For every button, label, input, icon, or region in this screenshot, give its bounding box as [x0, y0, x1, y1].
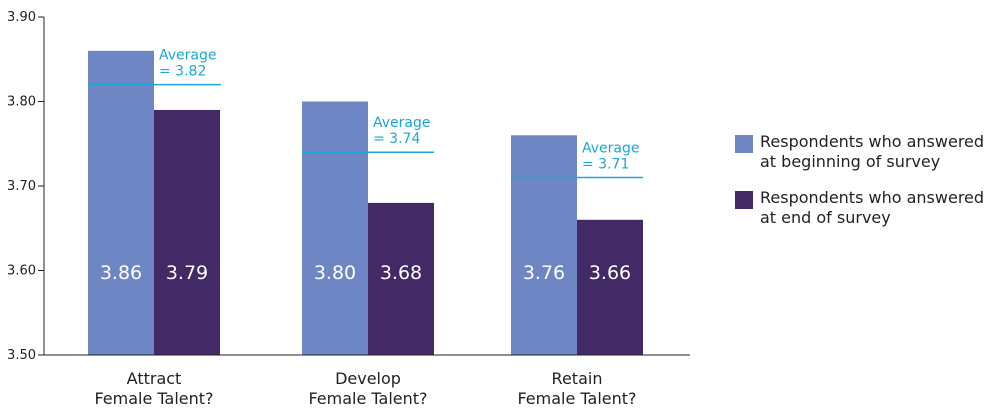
bar-end-1 — [154, 109, 220, 355]
legend-label-end: Respondents who answered at end of surve… — [760, 188, 985, 227]
y-tick-label: 3.50 — [7, 348, 36, 363]
average-label-1: Average = 3.82 — [159, 48, 217, 80]
y-tick-label: 3.60 — [7, 264, 36, 279]
legend-swatch-end — [735, 191, 753, 209]
y-tick-label: 3.70 — [7, 179, 36, 194]
average-label-3: Average = 3.71 — [582, 141, 640, 173]
data-label-end-3: 3.66 — [589, 262, 631, 284]
data-label-end-2: 3.68 — [380, 262, 422, 284]
x-tick-label-2: Develop Female Talent? — [308, 369, 427, 408]
bar-end-3 — [577, 219, 643, 355]
legend-swatch-beginning — [735, 135, 753, 153]
data-label-beginning-1: 3.86 — [100, 262, 142, 284]
average-label-2: Average = 3.74 — [373, 115, 431, 147]
data-label-beginning-3: 3.76 — [523, 262, 565, 284]
y-tick-label: 3.80 — [7, 95, 36, 110]
legend-item-end: Respondents who answered at end of surve… — [735, 188, 997, 228]
legend-item-beginning: Respondents who answered at beginning of… — [735, 132, 997, 172]
bar-beginning-3 — [511, 135, 577, 355]
legend-label-beginning: Respondents who answered at beginning of… — [760, 132, 985, 171]
x-tick-label-1: Attract Female Talent? — [94, 369, 213, 408]
data-label-beginning-2: 3.80 — [314, 262, 356, 284]
bar-beginning-2 — [302, 101, 368, 355]
data-label-end-1: 3.79 — [166, 262, 208, 284]
y-tick-label: 3.90 — [7, 10, 36, 25]
bar-end-2 — [368, 202, 434, 355]
bar-beginning-1 — [88, 50, 154, 356]
legend: Respondents who answered at beginning of… — [735, 132, 997, 244]
x-tick-label-3: Retain Female Talent? — [517, 369, 636, 408]
